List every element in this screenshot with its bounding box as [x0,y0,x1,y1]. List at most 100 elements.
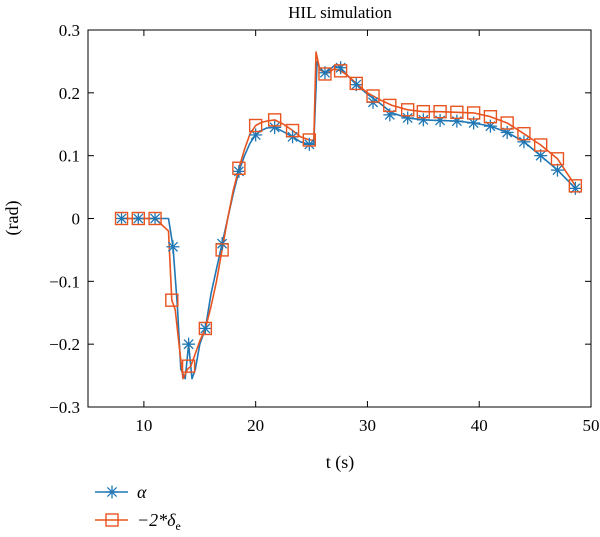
delta-point [450,105,464,120]
delta-point [285,123,300,138]
alpha-point-stroke [351,79,362,90]
delta-point [433,104,447,119]
legend-alpha-asterisk [105,485,119,499]
alpha-point-stroke [150,213,161,224]
series-alpha-markers [115,61,582,351]
alpha-point-stroke [552,165,563,176]
delta-point [550,152,565,166]
alpha-point-stroke [468,117,479,129]
alpha-point-stroke [304,139,315,150]
y-tick-label: 0.3 [59,21,80,40]
alpha-point [232,164,246,178]
legend-alpha-asterisk-stroke [106,486,118,498]
delta-point [181,359,196,373]
alpha-point-stroke [200,323,211,334]
alpha-point-stroke [183,339,194,350]
delta-point [517,126,531,141]
legend-delta-label: −2*δe [137,510,181,533]
alpha-point [450,114,464,128]
delta-point [500,116,514,130]
chart-title: HIL simulation [288,3,392,22]
alpha-point [483,119,497,133]
series-alpha [121,60,576,380]
y-axis: −0.3 −0.2 −0.1 0 0.1 0.2 0.3 [49,21,591,417]
delta-point [483,110,498,124]
alpha-point [318,66,332,80]
delta-point [198,321,213,336]
legend-item-alpha: α [95,482,147,502]
y-axis-label: (rad) [2,201,23,236]
series-layer [114,51,583,380]
delta-point [148,211,162,226]
alpha-point-stroke [402,112,413,124]
alpha-point [383,108,397,122]
delta-point [366,89,380,103]
alpha-point [131,212,145,225]
series-delta [121,51,577,380]
alpha-point [568,181,582,195]
legend: α −2*δe [95,482,181,533]
alpha-point [433,113,447,127]
alpha-point [517,135,531,149]
alpha-point [401,111,415,125]
legend-alpha-marker [105,485,119,499]
delta-point [333,64,348,78]
x-tick-label: 30 [359,416,376,435]
alpha-point [334,61,348,75]
delta-point [400,103,415,117]
delta-point [232,161,246,175]
legend-delta-label-sub: e [176,519,181,533]
delta-point [114,211,129,226]
y-tick-label: 0 [72,210,81,229]
alpha-point [416,113,430,127]
x-tick-label: 40 [471,416,488,435]
series-alpha-line [121,60,576,380]
alpha-point-stroke [535,150,546,161]
delta-point [568,179,583,193]
delta-point [466,106,481,120]
delta-point [165,293,179,307]
alpha-point [198,321,212,335]
delta-point [349,76,363,91]
alpha-point [550,163,564,177]
delta-point [534,138,548,152]
x-axis-label: t (s) [326,452,355,473]
legend-alpha-label: α [137,482,147,502]
alpha-point-stroke [518,136,529,147]
delta-point [215,243,229,257]
alpha-point [182,337,196,351]
x-axis: 10 20 30 40 50 [135,30,600,435]
alpha-point [302,137,316,151]
alpha-point [249,128,263,142]
y-tick-label: −0.2 [49,335,80,354]
x-tick-label: 10 [135,416,152,435]
x-tick-label: 50 [583,416,600,435]
series-delta-line [121,51,577,380]
delta-point [248,118,263,133]
delta-point [267,113,282,127]
alpha-point-stroke [269,122,280,133]
legend-delta-label-main: −2*δ [137,510,176,530]
delta-point [318,67,332,81]
alpha-point-stroke [133,213,144,224]
delta-point [383,98,397,113]
alpha-point [268,120,282,134]
y-tick-label: 0.2 [59,84,80,103]
y-tick-label: −0.1 [49,272,80,291]
legend-item-delta: −2*δe [95,510,181,533]
series-delta-markers [114,64,583,373]
alpha-point-stroke [167,241,179,252]
alpha-point [467,116,481,130]
alpha-point [115,212,129,225]
delta-point [302,133,317,147]
alpha-point [166,240,180,254]
alpha-point-stroke [116,213,127,224]
alpha-point-stroke [319,67,331,78]
delta-point [131,211,146,226]
x-tick-label: 20 [247,416,264,435]
alpha-point-stroke [418,114,429,125]
delta-point [416,104,431,119]
y-tick-label: 0.1 [59,147,80,166]
alpha-point [148,212,162,225]
